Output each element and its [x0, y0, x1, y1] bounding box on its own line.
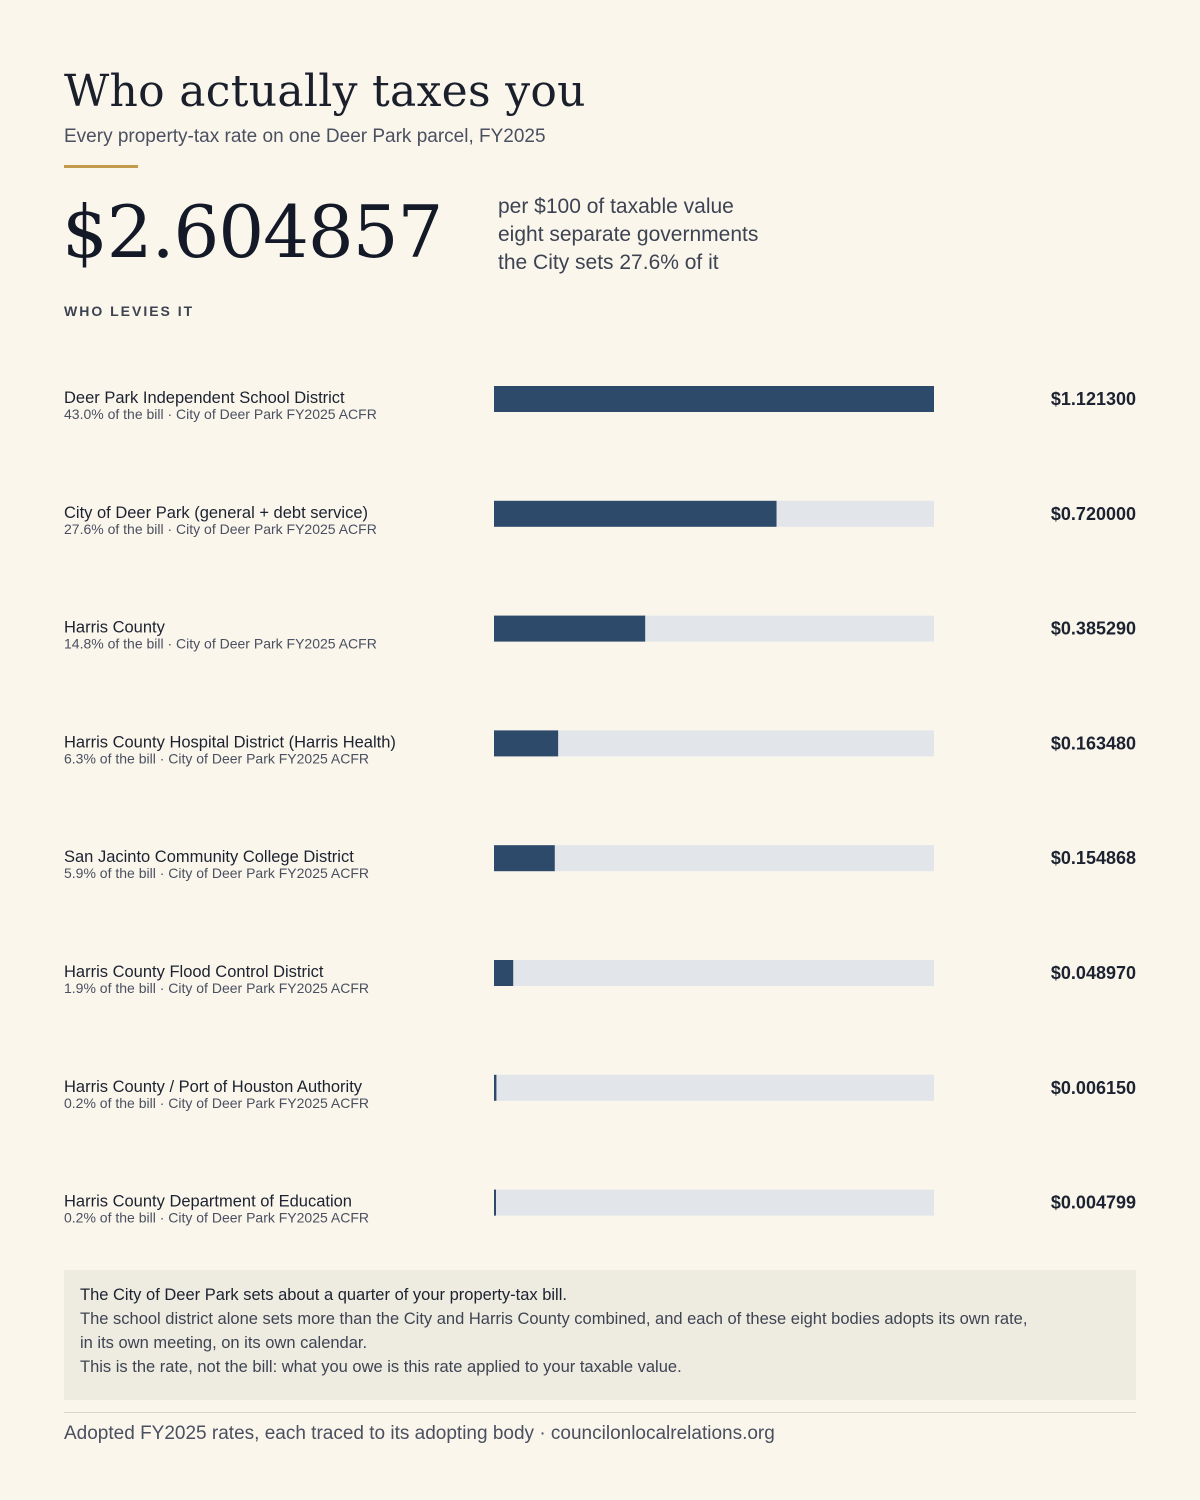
- bar-track: [494, 1189, 934, 1216]
- bar-track: [494, 730, 934, 757]
- category-label: San Jacinto Community College District: [64, 848, 354, 866]
- category-subtitle: 14.8% of the bill · City of Deer Park FY…: [64, 636, 377, 652]
- category-label: Harris County Flood Control District: [64, 963, 324, 981]
- category-subtitle: 5.9% of the bill · City of Deer Park FY2…: [64, 865, 369, 881]
- bar: [494, 500, 777, 527]
- category-label: Harris County Department of Education: [64, 1193, 352, 1211]
- category-label: Harris County Hospital District (Harris …: [64, 733, 396, 751]
- total-note-per-100: per $100 of taxable value: [498, 195, 734, 218]
- value-label: $0.004799: [1051, 1193, 1136, 1213]
- value-label: $0.048970: [1051, 963, 1136, 983]
- value-label: $0.720000: [1051, 504, 1136, 524]
- bar: [494, 1189, 496, 1216]
- total-rate: $2.604857: [62, 190, 443, 274]
- category-subtitle: 0.2% of the bill · City of Deer Park FY2…: [64, 1210, 369, 1226]
- page-subtitle: Every property-tax rate on one Deer Park…: [64, 126, 546, 147]
- category-label: Deer Park Independent School District: [64, 389, 345, 407]
- bar: [494, 845, 555, 872]
- footer-divider: [64, 1412, 1136, 1413]
- category-subtitle: 6.3% of the bill · City of Deer Park FY2…: [64, 750, 369, 766]
- bar: [494, 1074, 497, 1101]
- callout-note: This is the rate, not the bill: what you…: [80, 1358, 682, 1376]
- bar: [494, 730, 559, 757]
- category-label: Harris County: [64, 619, 166, 637]
- total-note-city-share: the City sets 27.6% of it: [498, 251, 719, 274]
- value-label: $1.121300: [1051, 389, 1136, 409]
- category-label: City of Deer Park (general + debt servic…: [64, 504, 368, 522]
- category-subtitle: 43.0% of the bill · City of Deer Park FY…: [64, 406, 377, 422]
- value-label: $0.154868: [1051, 848, 1136, 868]
- accent-rule: [64, 165, 138, 168]
- category-subtitle: 1.9% of the bill · City of Deer Park FY2…: [64, 980, 369, 996]
- bar: [494, 615, 646, 642]
- section-label: WHO LEVIES IT: [64, 303, 195, 319]
- levy-bar-chart: Deer Park Independent School District43.…: [64, 386, 1136, 1226]
- callout-body: The school district alone sets more than…: [80, 1310, 1028, 1352]
- value-label: $0.385290: [1051, 619, 1136, 639]
- total-notes: per $100 of taxable value eight separate…: [498, 193, 758, 277]
- bar-track: [494, 960, 934, 986]
- bar-track: [494, 1074, 934, 1101]
- bar: [494, 960, 514, 986]
- page-title: Who actually taxes you: [64, 66, 586, 117]
- footer-source: Adopted FY2025 rates, each traced to its…: [64, 1423, 775, 1444]
- category-label: Harris County / Port of Houston Authorit…: [64, 1078, 363, 1096]
- bar: [494, 386, 934, 412]
- callout-box: The City of Deer Park sets about a quart…: [64, 1270, 1136, 1400]
- bar-track: [494, 845, 934, 872]
- value-label: $0.163480: [1051, 733, 1136, 753]
- callout-lead: The City of Deer Park sets about a quart…: [80, 1286, 567, 1304]
- total-note-governments: eight separate governments: [498, 223, 759, 246]
- category-subtitle: 27.6% of the bill · City of Deer Park FY…: [64, 521, 377, 537]
- value-label: $0.006150: [1051, 1078, 1136, 1098]
- category-subtitle: 0.2% of the bill · City of Deer Park FY2…: [64, 1095, 369, 1111]
